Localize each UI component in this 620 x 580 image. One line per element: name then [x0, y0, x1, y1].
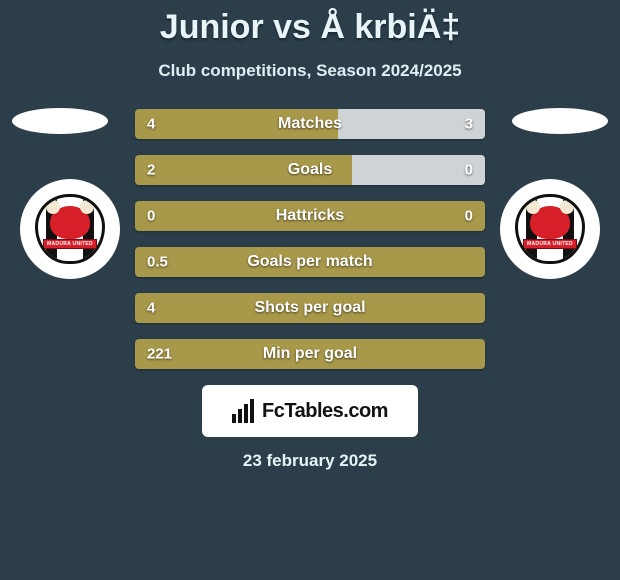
right-club-crest: MADURA UNITED — [515, 194, 585, 264]
subtitle: Club competitions, Season 2024/2025 — [0, 61, 620, 81]
stat-row-min-per-goal: 221 Min per goal — [135, 339, 485, 369]
stat-left-value: 221 — [147, 346, 172, 363]
date-text: 23 february 2025 — [0, 451, 620, 471]
left-top-disk — [12, 108, 108, 134]
right-club-badge: MADURA UNITED — [500, 179, 600, 279]
stat-label: Shots per goal — [135, 299, 485, 317]
stat-right-value: 0 — [465, 208, 473, 225]
stat-left-value: 0 — [147, 208, 155, 225]
stat-bars: 4 Matches 3 2 Goals 0 0 Hattricks 0 0.5 … — [135, 109, 485, 369]
left-club-badge: MADURA UNITED — [20, 179, 120, 279]
stat-label: Hattricks — [135, 207, 485, 225]
comparison-stage: MADURA UNITED MADURA UNITED 4 Matches 3 … — [0, 109, 620, 471]
stat-left-value: 4 — [147, 300, 155, 317]
stat-right-value: 0 — [465, 162, 473, 179]
stat-right-value: 3 — [465, 116, 473, 133]
stat-label: Goals per match — [135, 253, 485, 271]
left-crest-banner: MADURA UNITED — [43, 239, 97, 249]
stat-row-matches: 4 Matches 3 — [135, 109, 485, 139]
page-title: Junior vs Å krbiÄ‡ — [0, 0, 620, 47]
attribution-badge: FcTables.com — [202, 385, 418, 437]
stat-row-goals: 2 Goals 0 — [135, 155, 485, 185]
stat-label: Min per goal — [135, 345, 485, 363]
stat-left-value: 0.5 — [147, 254, 168, 271]
attribution-text: FcTables.com — [262, 400, 388, 423]
stat-row-goals-per-match: 0.5 Goals per match — [135, 247, 485, 277]
right-top-disk — [512, 108, 608, 134]
stat-row-shots-per-goal: 4 Shots per goal — [135, 293, 485, 323]
left-club-crest: MADURA UNITED — [35, 194, 105, 264]
stat-fill-right — [338, 109, 485, 139]
stat-left-value: 2 — [147, 162, 155, 179]
attribution-logo-icon — [232, 399, 256, 423]
stat-row-hattricks: 0 Hattricks 0 — [135, 201, 485, 231]
right-crest-banner: MADURA UNITED — [523, 239, 577, 249]
stat-left-value: 4 — [147, 116, 155, 133]
